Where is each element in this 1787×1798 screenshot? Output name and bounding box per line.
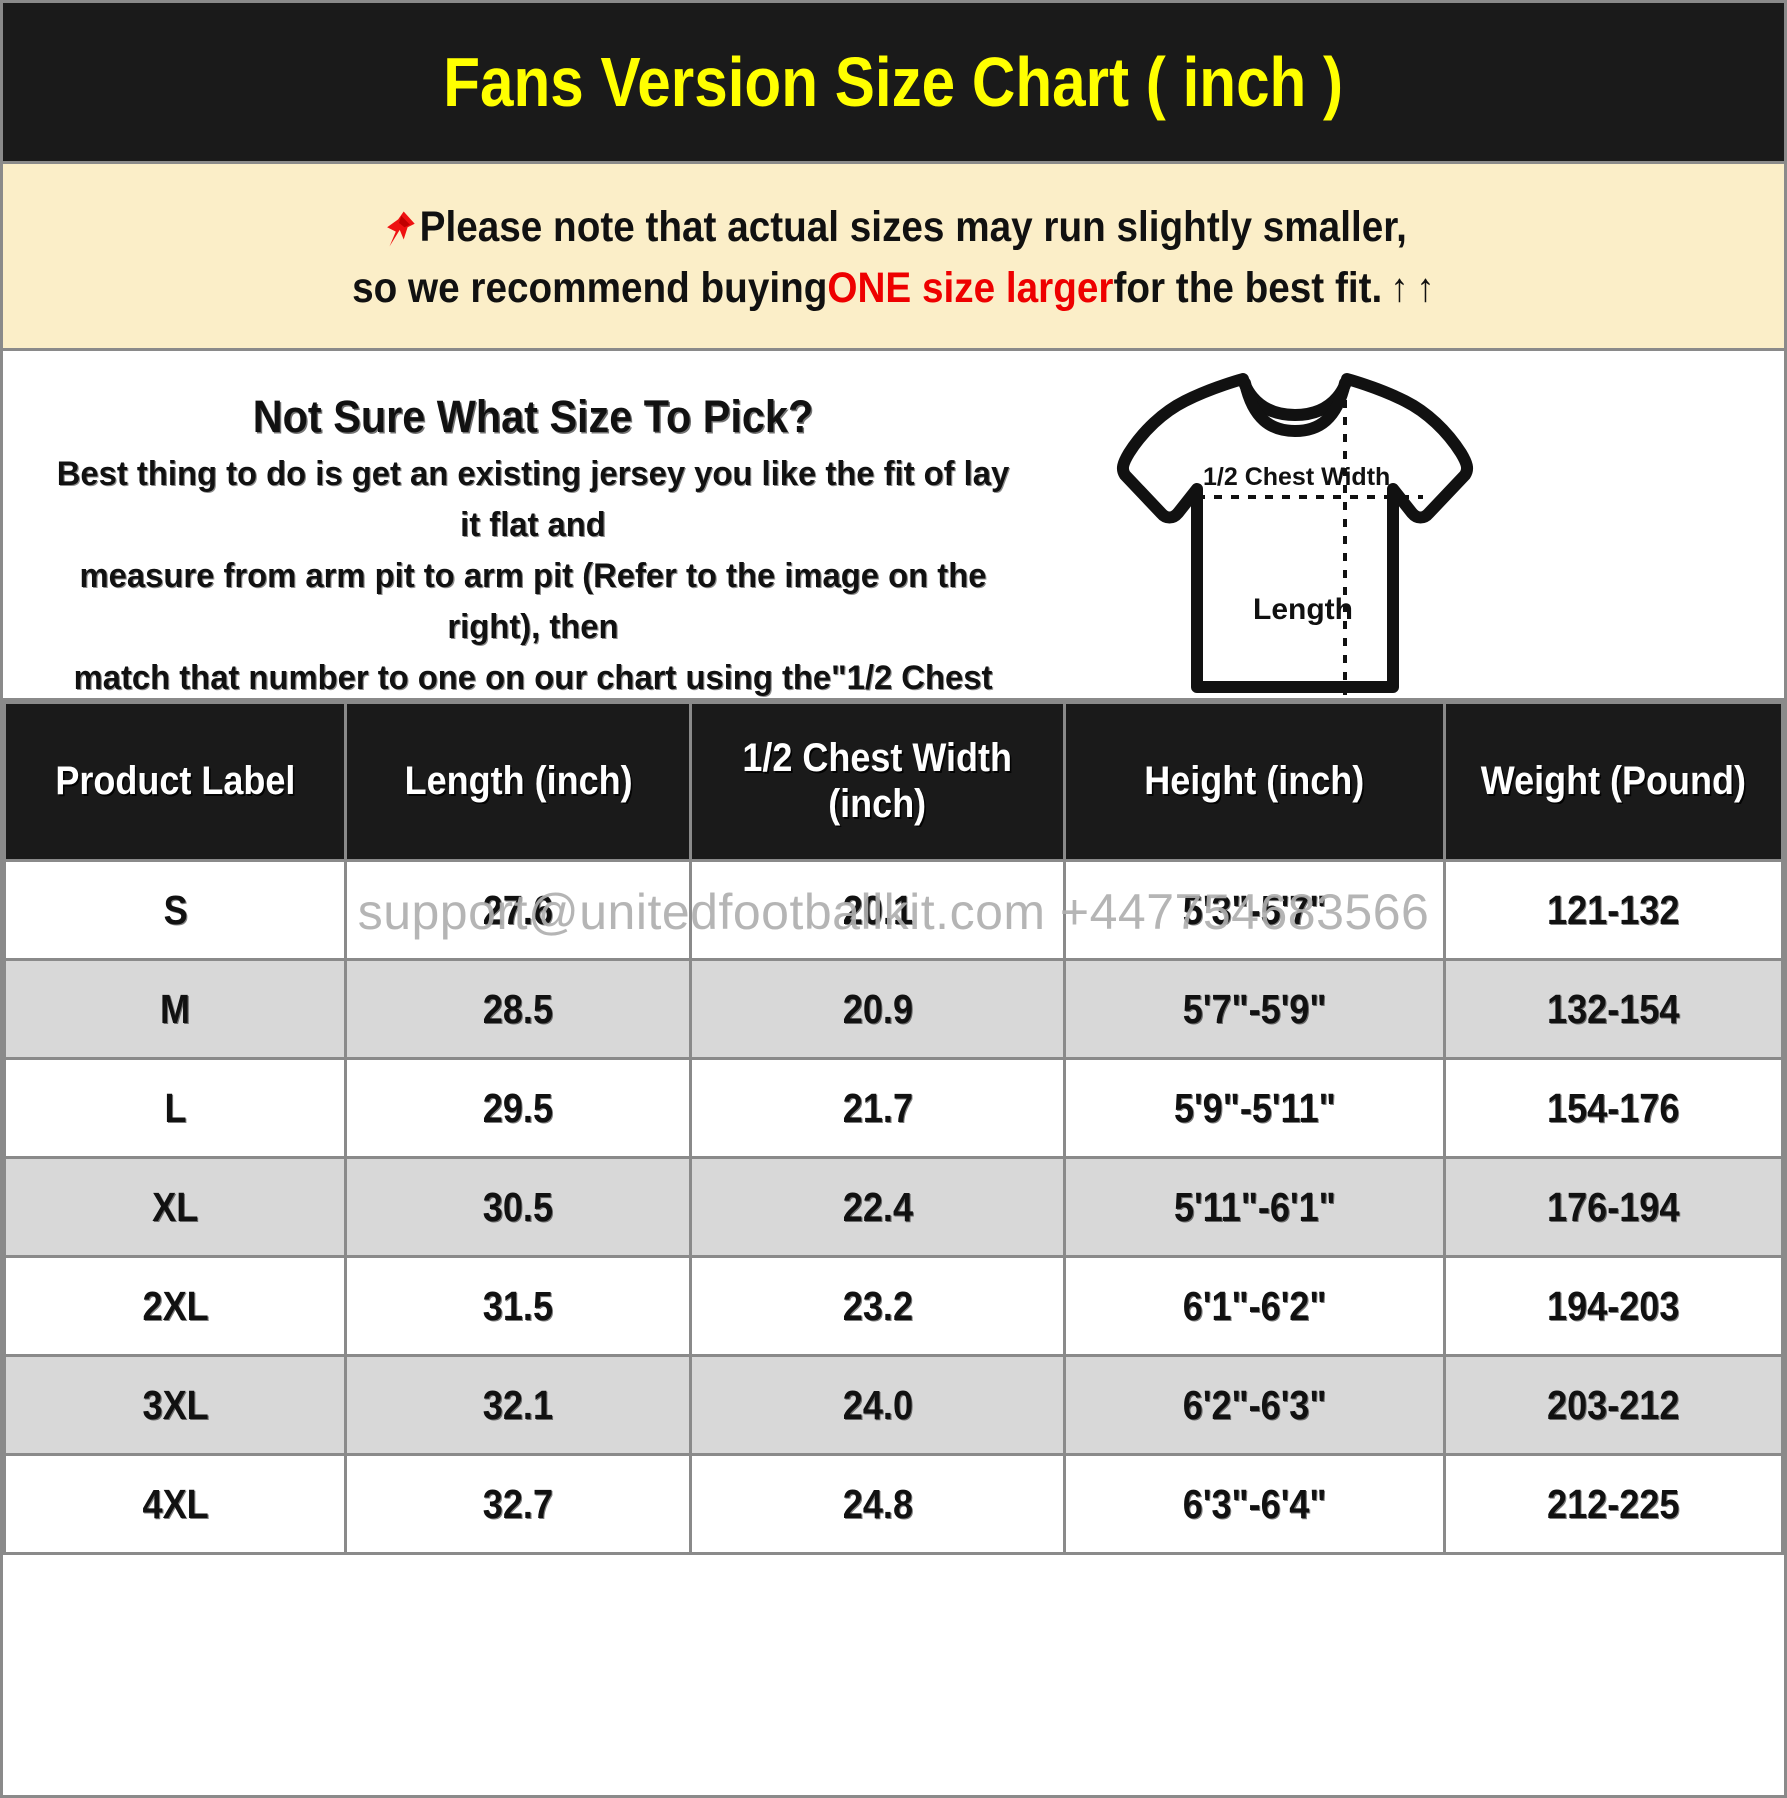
cell-weight: 203-212 [1443,1354,1784,1456]
sizing-help-heading: Not Sure What Size To Pick? [252,391,814,442]
cell-height: 5'11"-6'1" [1062,1156,1447,1258]
cell-size: 4XL [3,1453,348,1555]
cell-length: 27.6 [344,859,693,961]
table-row: XL 30.5 22.4 5'11"-6'1" 176-194 [3,1156,1784,1258]
tshirt-diagram: 1/2 Chest Width Length [1093,357,1513,697]
cell-height: 6'1"-6'2" [1062,1255,1447,1357]
cell-length: 31.5 [344,1255,693,1357]
arrow-up-icon-1: ↑ [1390,266,1409,311]
sizing-help-text: Not Sure What Size To Pick? Best thing t… [3,351,1063,799]
page-title: Fans Version Size Chart ( inch ) [443,43,1344,121]
table-header-row: Product Label Length (inch) 1/2 Chest Wi… [3,701,1784,862]
column-header-length: Length (inch) [344,701,693,862]
cell-height: 6'2"-6'3" [1062,1354,1447,1456]
sizing-help-line-1: Best thing to do is get an existing jers… [56,455,1010,545]
cell-size: L [3,1057,348,1159]
sizing-help-body: Best thing to do is get an existing jers… [43,449,1023,806]
cell-chest: 24.0 [689,1354,1066,1456]
cell-size: S [3,859,348,961]
pushpin-icon [380,206,418,248]
shirt-diagram-area: 1/2 Chest Width Length [1063,351,1784,698]
column-header-weight-text: Weight (Pound) [1480,758,1747,803]
note-line-1: Please note that actual sizes may run sl… [380,197,1407,258]
cell-size: 3XL [3,1354,348,1456]
column-header-product-label-text: Product Label [55,758,296,803]
cell-chest: 24.8 [689,1453,1066,1555]
cell-weight: 212-225 [1443,1453,1784,1555]
size-table-wrapper: Product Label Length (inch) 1/2 Chest Wi… [3,701,1784,1555]
cell-chest: 22.4 [689,1156,1066,1258]
sizing-help-section: Not Sure What Size To Pick? Best thing t… [3,351,1784,799]
table-row: L 29.5 21.7 5'9"-5'11" 154-176 [3,1057,1784,1159]
note-emphasis: ONE size larger [827,264,1114,312]
table-row: 3XL 32.1 24.0 6'2"-6'3" 203-212 [3,1354,1784,1456]
cell-size: M [3,958,348,1060]
length-label: Length [1253,593,1353,626]
cell-weight: 154-176 [1443,1057,1784,1159]
table-row: 4XL 32.7 24.8 6'3"-6'4" 212-225 [3,1453,1784,1555]
column-header-weight: Weight (Pound) [1443,701,1784,862]
column-header-chest-width-text: 1/2 Chest Width (inch) [742,735,1013,826]
chest-width-label: 1/2 Chest Width [1203,463,1390,491]
table-row: M 28.5 20.9 5'7"-5'9" 132-154 [3,958,1784,1060]
cell-weight: 176-194 [1443,1156,1784,1258]
cell-chest: 23.2 [689,1255,1066,1357]
cell-weight: 194-203 [1443,1255,1784,1357]
cell-length: 32.7 [344,1453,693,1555]
chart-title-bar: Fans Version Size Chart ( inch ) [3,3,1784,161]
column-header-height: Height (inch) [1062,701,1447,862]
cell-weight: 132-154 [1443,958,1784,1060]
note-text-2-after: for the best fit. [1113,264,1383,312]
table-row: 2XL 31.5 23.2 6'1"-6'2" 194-203 [3,1255,1784,1357]
cell-chest: 21.7 [689,1057,1066,1159]
note-text-2-before: so we recommend buying [352,264,828,312]
note-line-2: so we recommend buying ONE size larger f… [352,258,1434,319]
cell-length: 32.1 [344,1354,693,1456]
cell-height: 5'9"-5'11" [1062,1057,1447,1159]
cell-chest: 20.9 [689,958,1066,1060]
size-note-banner: Please note that actual sizes may run sl… [3,161,1784,351]
column-header-height-text: Height (inch) [1144,758,1365,803]
cell-length: 30.5 [344,1156,693,1258]
note-text-1: Please note that actual sizes may run sl… [419,202,1407,251]
cell-height: 5'3"-5'7" [1062,859,1447,961]
cell-size: XL [3,1156,348,1258]
size-table-head: Product Label Length (inch) 1/2 Chest Wi… [3,701,1784,862]
cell-size: 2XL [3,1255,348,1357]
cell-chest: 20.1 [689,859,1066,961]
size-table: Product Label Length (inch) 1/2 Chest Wi… [3,701,1784,1555]
column-header-product-label: Product Label [3,701,348,862]
sizing-help-line-2: measure from arm pit to arm pit (Refer t… [79,557,987,647]
column-header-length-text: Length (inch) [404,758,633,803]
table-row: S 27.6 20.1 5'3"-5'7" 121-132 [3,859,1784,961]
cell-length: 28.5 [344,958,693,1060]
cell-height: 5'7"-5'9" [1062,958,1447,1060]
cell-height: 6'3"-6'4" [1062,1453,1447,1555]
arrow-up-icon-2: ↑ [1416,266,1435,311]
column-header-chest-width: 1/2 Chest Width (inch) [689,701,1066,862]
size-table-body: S 27.6 20.1 5'3"-5'7" 121-132 M 28.5 20.… [3,859,1784,1555]
cell-length: 29.5 [344,1057,693,1159]
cell-weight: 121-132 [1443,859,1784,961]
